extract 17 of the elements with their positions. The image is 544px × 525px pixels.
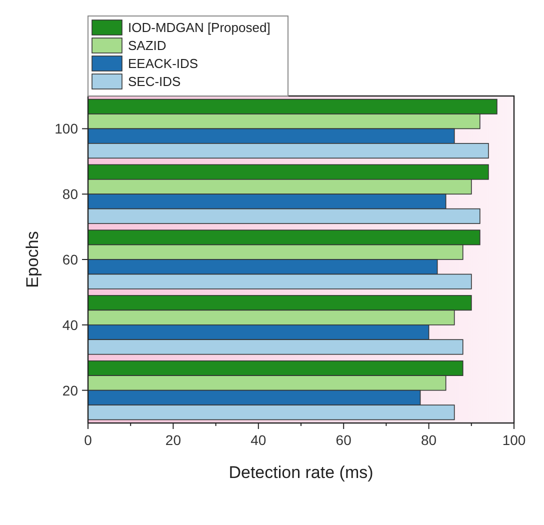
legend-label: SAZID bbox=[128, 38, 166, 53]
y-axis-title: Epochs bbox=[23, 231, 42, 288]
legend-label: IOD-MDGAN [Proposed] bbox=[128, 20, 270, 35]
x-axis-title: Detection rate (ms) bbox=[228, 463, 374, 482]
legend-label: SEC-IDS bbox=[128, 74, 182, 89]
y-tick-label: 40 bbox=[62, 316, 78, 333]
legend-label: EEACK-IDS bbox=[128, 56, 198, 71]
y-tick-label: 20 bbox=[62, 382, 78, 398]
x-tick-label: 40 bbox=[250, 432, 266, 448]
y-tick-label: 100 bbox=[54, 120, 78, 137]
x-tick-label: 80 bbox=[421, 432, 437, 448]
y-tick-label: 80 bbox=[62, 186, 78, 202]
y-tick-label: 60 bbox=[62, 252, 78, 268]
x-tick-label: 60 bbox=[336, 432, 352, 448]
x-tick-label: 20 bbox=[165, 432, 182, 448]
x-tick-label: 100 bbox=[502, 432, 526, 448]
x-tick-label: 0 bbox=[84, 432, 92, 448]
